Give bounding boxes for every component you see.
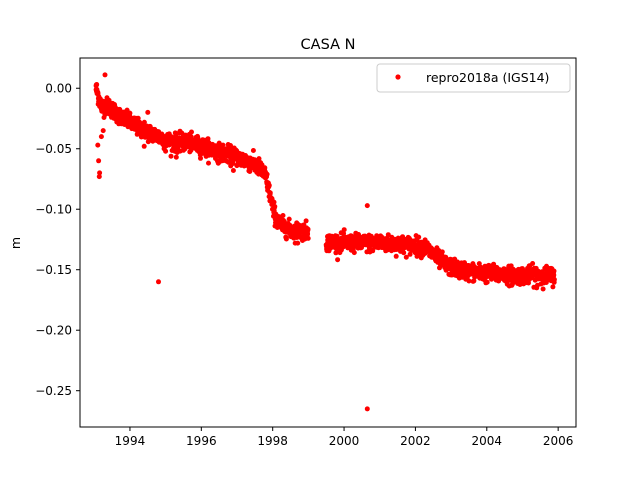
data-point [173, 154, 179, 160]
y-tick-label: 0.00 [45, 82, 72, 96]
data-point [189, 129, 194, 135]
x-tick-label: 2004 [472, 434, 503, 448]
data-point [230, 168, 236, 173]
data-point [93, 83, 99, 89]
data-point [351, 250, 357, 256]
data-point [416, 234, 422, 240]
data-point [403, 254, 409, 260]
y-tick-label: −0.10 [35, 203, 72, 217]
data-point [374, 233, 380, 239]
data-point [198, 155, 203, 161]
data-point [141, 119, 147, 125]
data-point [256, 156, 262, 162]
data-point [370, 248, 376, 254]
x-tick-label: 2000 [329, 434, 360, 448]
data-point [341, 227, 347, 233]
data-point [407, 251, 413, 257]
data-point [439, 249, 445, 255]
data-point [267, 190, 273, 196]
data-point [305, 231, 311, 237]
data-point [163, 148, 169, 154]
data-point [95, 142, 101, 148]
data-point [98, 134, 104, 140]
data-point [283, 236, 289, 242]
y-axis-label: m [8, 237, 23, 249]
data-point [484, 279, 490, 285]
data-point [97, 170, 103, 176]
data-point [341, 231, 347, 236]
data-point [271, 199, 277, 205]
legend-marker [395, 74, 401, 80]
x-tick-label: 1994 [115, 434, 146, 448]
data-point [305, 235, 311, 241]
data-point [509, 282, 515, 288]
x-tick-label: 2002 [400, 434, 431, 448]
data-point [266, 182, 272, 188]
data-point [295, 240, 301, 246]
x-axis: 1994 1996 1998 2000 2002 2004 2006 [115, 427, 574, 448]
data-point [401, 250, 407, 256]
data-point [106, 97, 112, 103]
legend-entry-label: repro2018a (IGS14) [426, 70, 549, 85]
data-point [364, 203, 370, 209]
data-point [100, 128, 106, 134]
data-point [540, 286, 546, 292]
data-point [264, 171, 270, 177]
data-point [335, 257, 341, 263]
data-point [551, 268, 557, 274]
y-tick-label: −0.20 [35, 324, 72, 338]
data-point [364, 406, 370, 412]
data-point [551, 277, 557, 282]
data-point [551, 272, 557, 278]
data-point [550, 284, 556, 290]
y-tick-label: −0.05 [35, 142, 72, 156]
data-point [393, 253, 399, 259]
data-point [272, 204, 278, 209]
data-point [466, 278, 472, 284]
data-point [250, 148, 256, 153]
data-point [145, 109, 151, 115]
data-point [280, 213, 286, 218]
data-point [127, 110, 133, 116]
x-tick-label: 2006 [543, 434, 574, 448]
data-point [230, 161, 236, 166]
data-point [305, 226, 311, 232]
legend: repro2018a (IGS14) [376, 63, 571, 93]
y-axis: 0.00 −0.05 −0.10 −0.15 −0.20 −0.25 [35, 82, 80, 398]
data-point [102, 72, 108, 78]
data-point [96, 158, 102, 164]
data-point [247, 169, 253, 174]
data-point [96, 174, 102, 180]
data-point [135, 115, 141, 121]
data-point [141, 143, 147, 149]
data-point [534, 285, 540, 291]
data-point [303, 218, 309, 224]
data-point [179, 130, 185, 136]
y-tick-label: −0.25 [35, 384, 72, 398]
x-tick-label: 1996 [186, 434, 217, 448]
data-point [205, 136, 211, 142]
plot-frame [79, 57, 577, 428]
data-point [530, 261, 536, 266]
data-point [168, 153, 174, 159]
y-tick-label: −0.15 [35, 263, 72, 277]
data-points [93, 72, 557, 412]
legend-box [376, 63, 571, 93]
data-point [471, 278, 477, 284]
x-tick-label: 1998 [257, 434, 288, 448]
data-point [220, 142, 226, 148]
data-point [206, 160, 211, 166]
data-point [156, 279, 161, 285]
data-point [286, 216, 292, 222]
chart-title: CASA N [301, 37, 356, 53]
